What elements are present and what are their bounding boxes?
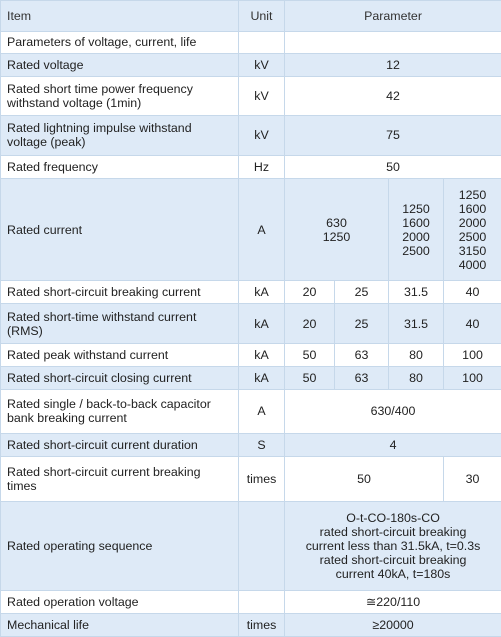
row-label: Rated short-circuit breaking current	[0, 280, 239, 305]
rated-current-option-b: 1250 1600 2000 2500	[388, 177, 444, 282]
row-unit: Hz	[238, 154, 285, 179]
row-unit: kA	[238, 280, 285, 305]
row-value: O-t-CO-180s-CO rated short-circuit break…	[283, 500, 501, 592]
empty-cell	[283, 31, 501, 54]
row-value: 30	[442, 456, 501, 502]
row-value: 50	[283, 154, 501, 179]
header-parameter: Parameter	[283, 0, 501, 32]
row-label: Rated short-time withstand current (RMS)	[0, 303, 239, 344]
row-value: ≅220/110	[283, 590, 501, 615]
row-value: 42	[283, 75, 501, 117]
row-unit: kV	[238, 52, 285, 77]
row-value: 20	[284, 303, 335, 344]
header-item: Item	[0, 0, 239, 32]
table-row: Rated short time power frequency withsta…	[0, 75, 501, 117]
row-value: 80	[388, 365, 444, 390]
row-value: 100	[442, 342, 501, 367]
row-value: ≥20000	[283, 613, 501, 637]
table-row: Rated peak withstand current kA 50 63 80…	[0, 342, 501, 367]
row-value: 100	[442, 365, 501, 390]
row-value: 63	[334, 342, 389, 367]
row-unit: times	[238, 613, 285, 637]
row-label: Rated peak withstand current	[0, 342, 239, 367]
table-row: Rated single / back-to-back capacitor ba…	[0, 388, 501, 435]
table-row: Rated short-circuit closing current kA 5…	[0, 365, 501, 390]
row-label: Rated short-circuit current breaking tim…	[0, 456, 239, 502]
row-unit: A	[238, 388, 285, 435]
section-heading: Parameters of voltage, current, life	[0, 31, 239, 54]
row-value: 63	[334, 365, 389, 390]
row-unit	[238, 500, 285, 592]
row-value: 31.5	[388, 303, 444, 344]
table-row: Rated short-circuit current breaking tim…	[0, 456, 501, 502]
row-unit: times	[238, 456, 285, 502]
row-label: Rated operating sequence	[0, 500, 239, 592]
row-value: 75	[283, 115, 501, 156]
row-label: Rated short time power frequency withsta…	[0, 75, 239, 117]
table-row: Rated operating sequence O-t-CO-180s-CO …	[0, 500, 501, 592]
table-row: Rated frequency Hz 50	[0, 154, 501, 179]
row-label: Rated short-circuit closing current	[0, 365, 239, 390]
row-unit: kA	[238, 365, 285, 390]
table-row: Rated current A 630 1250 1250 1600 2000 …	[0, 177, 501, 282]
row-value: 4	[283, 433, 501, 458]
row-label: Rated lightning impulse withstand voltag…	[0, 115, 239, 156]
row-value: 25	[334, 303, 389, 344]
row-value: 50	[284, 456, 444, 502]
row-value: 12	[283, 52, 501, 77]
row-label: Rated short-circuit current duration	[0, 433, 239, 458]
row-unit: kA	[238, 342, 285, 367]
row-value: 80	[388, 342, 444, 367]
rated-current-option-c: 1250 1600 2000 2500 3150 4000	[442, 177, 501, 282]
row-unit: kV	[238, 75, 285, 117]
empty-cell	[238, 31, 285, 54]
table-row: Rated lightning impulse withstand voltag…	[0, 115, 501, 156]
row-label: Rated single / back-to-back capacitor ba…	[0, 388, 239, 435]
row-value: 630/400	[283, 388, 501, 435]
row-value: 50	[284, 342, 335, 367]
row-label: Rated operation voltage	[0, 590, 239, 615]
row-unit: A	[238, 177, 285, 282]
row-value: 31.5	[388, 280, 444, 305]
row-label: Mechanical life	[0, 613, 239, 637]
table-row: Rated operation voltage ≅220/110	[0, 590, 501, 615]
row-label: Rated frequency	[0, 154, 239, 179]
row-unit: kA	[238, 303, 285, 344]
row-value: 50	[284, 365, 335, 390]
table-row: Rated short-circuit breaking current kA …	[0, 280, 501, 305]
row-label: Rated current	[0, 177, 239, 282]
row-value: 40	[442, 303, 501, 344]
table-row: Mechanical life times ≥20000	[0, 613, 501, 637]
row-value: 20	[284, 280, 335, 305]
table-row: Parameters of voltage, current, life	[0, 31, 501, 54]
row-unit	[238, 590, 285, 615]
table-header-row: Item Unit Parameter	[0, 0, 501, 32]
row-unit: kV	[238, 115, 285, 156]
table-row: Rated voltage kV 12	[0, 52, 501, 77]
row-value: 40	[442, 280, 501, 305]
table-row: Rated short-time withstand current (RMS)…	[0, 303, 501, 344]
header-unit: Unit	[238, 0, 285, 32]
row-unit: S	[238, 433, 285, 458]
row-label: Rated voltage	[0, 52, 239, 77]
row-value: 25	[334, 280, 389, 305]
table-row: Rated short-circuit current duration S 4	[0, 433, 501, 458]
rated-current-option-a: 630 1250	[284, 177, 389, 282]
